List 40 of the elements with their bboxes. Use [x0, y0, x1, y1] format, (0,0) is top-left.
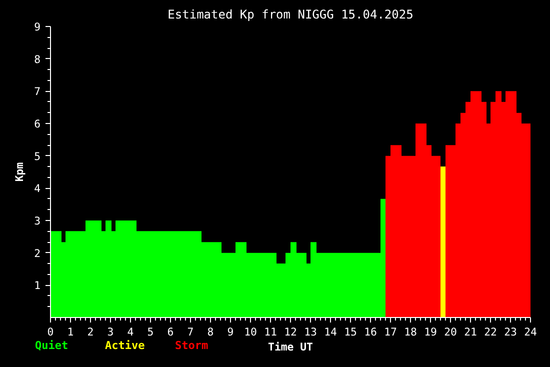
- y-tick-label: 6: [34, 118, 41, 130]
- y-tick-label: 8: [34, 52, 41, 66]
- x-tick-label: 19: [424, 326, 437, 338]
- y-tick-label: 4: [34, 182, 41, 196]
- x-tick-label: 10: [244, 326, 257, 338]
- x-axis-title: Time UT: [268, 340, 313, 354]
- y-tick-label: 7: [34, 85, 41, 98]
- text: Active: [105, 338, 145, 354]
- x-tick-label: 2: [87, 326, 94, 338]
- y-tick-label: 1: [34, 279, 41, 292]
- x-tick-label: 7: [187, 326, 194, 338]
- x-tick-label: 0: [47, 326, 54, 338]
- x-tick-label: 18: [404, 326, 417, 338]
- series-label: Quiet: [35, 338, 68, 354]
- text: Storm: [175, 338, 208, 354]
- x-tick-label: 3: [107, 326, 114, 338]
- y-tick-label: 5: [34, 150, 41, 163]
- x-tick-label: 21: [464, 326, 477, 338]
- y-axis-title: Kpm: [13, 162, 26, 182]
- x-tick-label: 9: [227, 326, 234, 338]
- x-tick-label: 6: [167, 326, 174, 338]
- y-tick-label: 2: [34, 246, 41, 260]
- x-tick-label: 15: [344, 326, 357, 338]
- x-tick-label: 4: [127, 326, 134, 338]
- y-tick-label: 3: [34, 214, 41, 228]
- y-tick-label: 9: [34, 20, 41, 34]
- x-tick-label: 11: [264, 326, 277, 338]
- x-tick-label: 17: [384, 326, 397, 338]
- x-tick-label: 5: [147, 326, 154, 338]
- chart-title: Estimated Kp from NIGGG 15.04.2025: [168, 8, 414, 22]
- x-tick-label: 13: [304, 326, 317, 338]
- x-tick-label: 22: [484, 326, 497, 338]
- x-tick-label: 12: [284, 326, 297, 338]
- x-tick-label: 1: [67, 326, 74, 338]
- x-tick-label: 23: [504, 326, 517, 338]
- x-tick-label: 24: [524, 326, 537, 338]
- x-tick-label: 16: [364, 326, 377, 338]
- x-tick-label: 8: [207, 326, 214, 338]
- x-tick-label: 20: [444, 326, 457, 338]
- x-tick-label: 14: [324, 326, 337, 338]
